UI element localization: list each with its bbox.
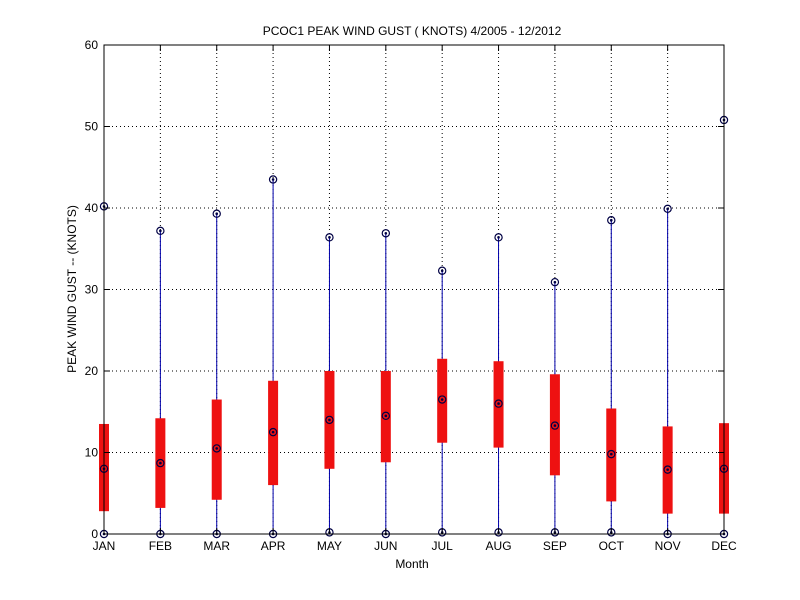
max-marker — [437, 266, 447, 275]
median-marker — [607, 449, 616, 459]
y-tick-label: 50 — [85, 120, 99, 134]
median-marker — [494, 399, 503, 408]
max-marker — [607, 216, 616, 225]
x-tick-label: JUN — [374, 539, 397, 553]
max-marker — [494, 233, 503, 242]
box-jul — [437, 266, 448, 537]
x-tick-label: AUG — [486, 539, 512, 553]
max-marker — [212, 209, 221, 218]
box-apr — [268, 175, 279, 539]
median-marker — [663, 465, 672, 474]
x-tick-label: OCT — [599, 539, 625, 553]
box-feb — [155, 226, 166, 539]
axes: 0 10 20 30 40 50 60 JAN FEB MAR APR MAY JUN JUL AUG SEP… — [85, 38, 737, 553]
median-marker-dot — [159, 461, 162, 465]
max-marker — [550, 277, 560, 287]
max-marker-dot — [271, 178, 275, 181]
median-marker — [156, 458, 165, 468]
median-marker-dot — [384, 414, 388, 418]
x-tick-label: NOV — [655, 539, 681, 553]
median-marker-dot — [328, 418, 331, 422]
max-marker-dot — [666, 207, 669, 211]
y-tick-label: 0 — [91, 527, 98, 541]
max-marker — [381, 229, 391, 238]
max-marker-dot — [159, 229, 162, 233]
max-marker-dot — [215, 212, 219, 216]
max-marker — [325, 233, 334, 242]
max-marker-dot — [384, 231, 388, 235]
box-jun — [380, 229, 391, 539]
box-oct — [606, 216, 617, 537]
y-tick-label: 20 — [85, 364, 99, 378]
median-marker-dot — [553, 424, 557, 427]
max-marker — [268, 175, 278, 184]
median-marker — [550, 421, 560, 430]
box-mar — [211, 209, 222, 539]
x-tick-label: MAY — [317, 539, 342, 553]
x-tick-label: FEB — [149, 539, 172, 553]
x-axis-label: Month — [395, 557, 428, 571]
max-marker-dot — [609, 218, 613, 222]
median-marker — [437, 395, 447, 404]
box-sep — [549, 277, 560, 537]
median-marker-dot — [666, 468, 669, 471]
median-marker-dot — [609, 452, 613, 456]
median-marker-dot — [271, 430, 275, 434]
median-marker — [325, 415, 334, 425]
median-marker — [268, 427, 278, 437]
x-tick-label: MAR — [203, 539, 230, 553]
max-marker-dot — [497, 236, 500, 239]
y-tick-label: 40 — [85, 201, 99, 215]
y-tick-label: 60 — [85, 38, 99, 52]
x-tick-label: JAN — [93, 539, 116, 553]
median-marker-dot — [440, 398, 444, 401]
y-axis-label: PEAK WIND GUST -- (KNOTS) — [65, 205, 79, 373]
max-marker — [156, 226, 165, 236]
x-tick-label: APR — [261, 539, 286, 553]
boxplot-series — [99, 115, 729, 539]
x-tick-label: SEP — [543, 539, 567, 553]
y-tick-label: 10 — [85, 446, 99, 460]
chart-title: PCOC1 PEAK WIND GUST ( KNOTS) 4/2005 - 1… — [263, 24, 562, 38]
median-marker — [381, 411, 391, 421]
max-marker-dot — [553, 280, 557, 284]
x-tick-label: JUL — [432, 539, 454, 553]
max-marker-dot — [440, 269, 444, 273]
box-may — [324, 233, 335, 537]
median-marker — [212, 444, 221, 453]
median-marker-dot — [497, 402, 500, 405]
median-marker-dot — [215, 447, 219, 450]
x-tick-label: DEC — [711, 539, 737, 553]
box-aug — [493, 233, 504, 537]
max-marker — [663, 204, 672, 214]
max-marker-dot — [328, 236, 331, 239]
grid-lines — [103, 44, 725, 535]
y-tick-label: 30 — [85, 283, 99, 297]
